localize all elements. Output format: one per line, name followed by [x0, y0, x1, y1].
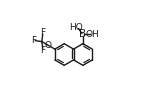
Text: B: B [79, 29, 87, 39]
Text: O: O [44, 41, 51, 50]
Text: F: F [40, 46, 45, 55]
Text: F: F [31, 36, 36, 45]
Text: HO: HO [69, 23, 83, 32]
Text: F: F [40, 28, 45, 37]
Text: OH: OH [86, 30, 100, 39]
